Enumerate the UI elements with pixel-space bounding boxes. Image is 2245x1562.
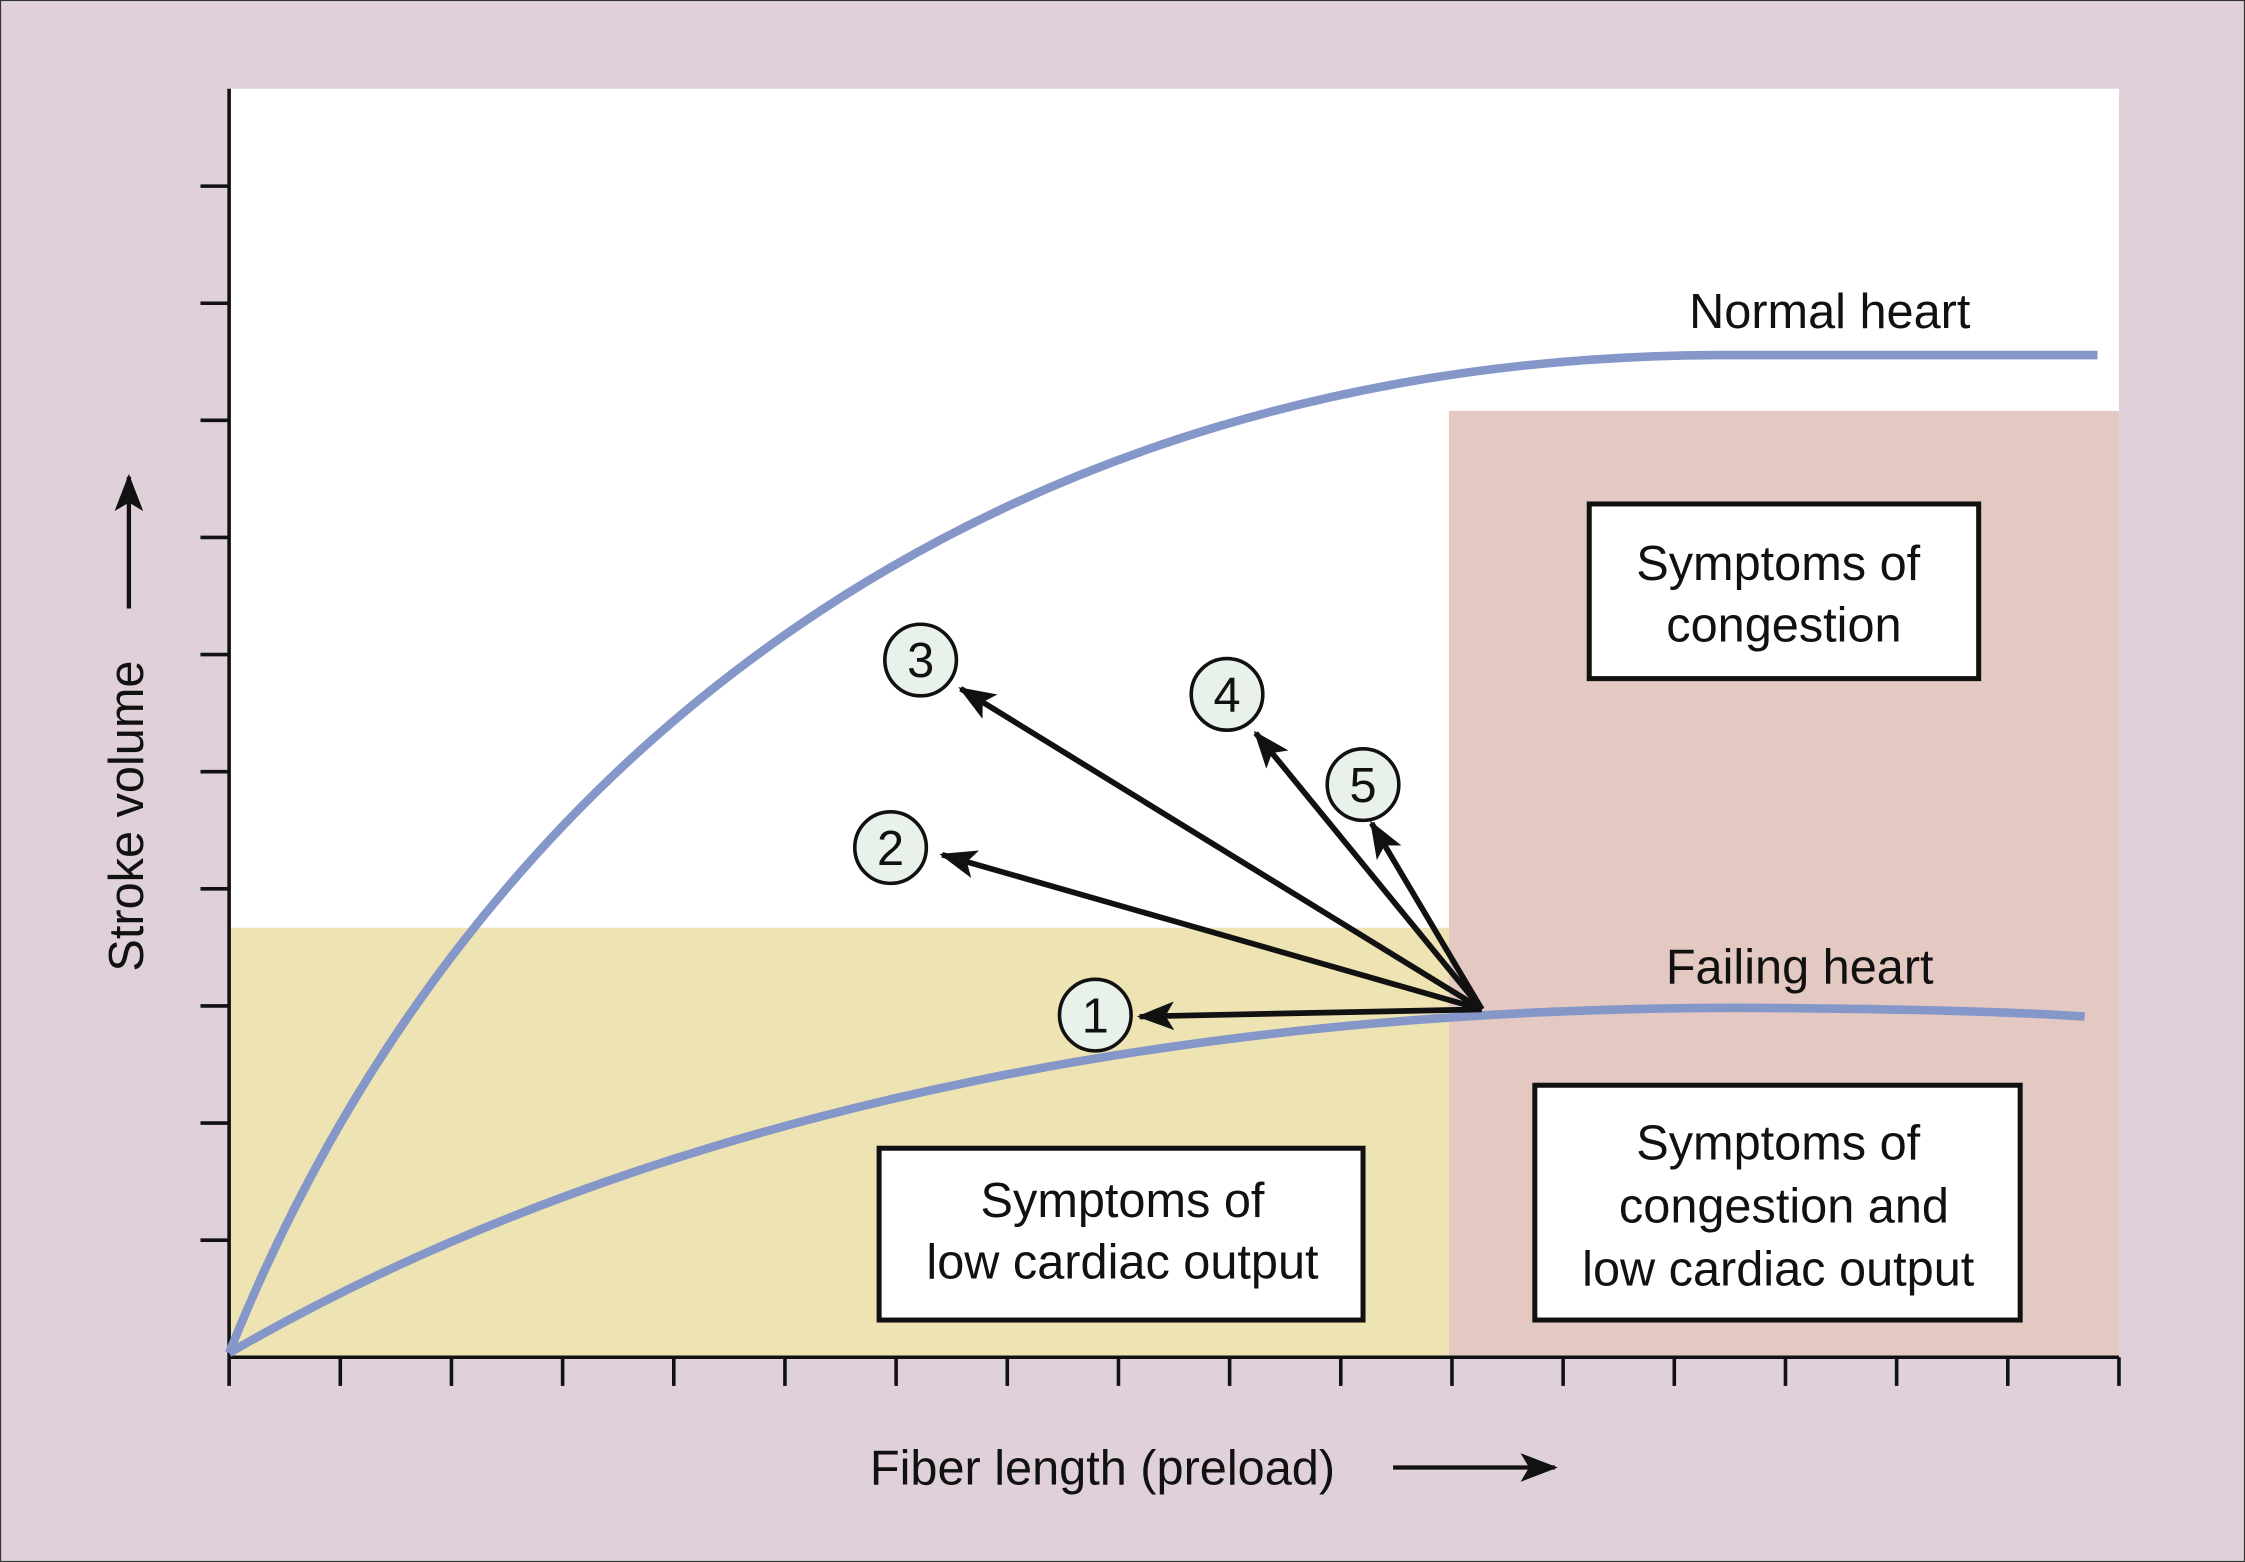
failing-heart-label: Failing heart: [1666, 941, 1934, 995]
svg-text:congestion and: congestion and: [1619, 1180, 1949, 1234]
svg-text:3: 3: [907, 634, 934, 688]
svg-text:congestion: congestion: [1666, 598, 1901, 652]
marker-1: 1: [1057, 977, 1133, 1053]
svg-text:4: 4: [1213, 669, 1240, 723]
arrow-2: [939, 850, 1483, 1013]
failing-heart-curve: [226, 1003, 2085, 1357]
arrow-5: [1369, 820, 1485, 1011]
arrow-1: [1136, 1001, 1482, 1031]
axes: [200, 88, 2121, 1386]
arrow-4: [1253, 730, 1485, 1012]
svg-text:low cardiac output: low cardiac output: [1582, 1243, 1975, 1297]
svg-text:1: 1: [1082, 989, 1109, 1043]
x-ticks: [227, 1357, 2121, 1386]
marker-4: 4: [1189, 656, 1265, 732]
arrows: [939, 686, 1485, 1031]
svg-text:low cardiac output: low cardiac output: [926, 1236, 1319, 1290]
arrow-3: [958, 686, 1484, 1012]
congestion-box: Symptoms of congestion: [1586, 501, 1982, 682]
y-ticks: [200, 184, 230, 1242]
y-axis-label: Stroke volume: [100, 661, 154, 972]
x-axis-label: Fiber length (preload): [870, 1442, 1335, 1496]
svg-text:Symptoms of: Symptoms of: [981, 1174, 1265, 1228]
marker-2: 2: [852, 809, 929, 886]
marker-5: 5: [1325, 746, 1401, 823]
normal-heart-curve: [225, 350, 2098, 1355]
normal-heart-label: Normal heart: [1689, 285, 1971, 339]
marker-3: 3: [883, 622, 959, 698]
svg-text:5: 5: [1349, 759, 1376, 813]
low-output-box: Symptoms of low cardiac output: [876, 1145, 1366, 1323]
congestion-and-low-output-box: Symptoms of congestion and low cardiac o…: [1532, 1082, 2023, 1323]
svg-text:Symptoms of: Symptoms of: [1636, 537, 1920, 591]
svg-text:2: 2: [877, 822, 904, 876]
svg-text:Symptoms of: Symptoms of: [1636, 1117, 1920, 1171]
